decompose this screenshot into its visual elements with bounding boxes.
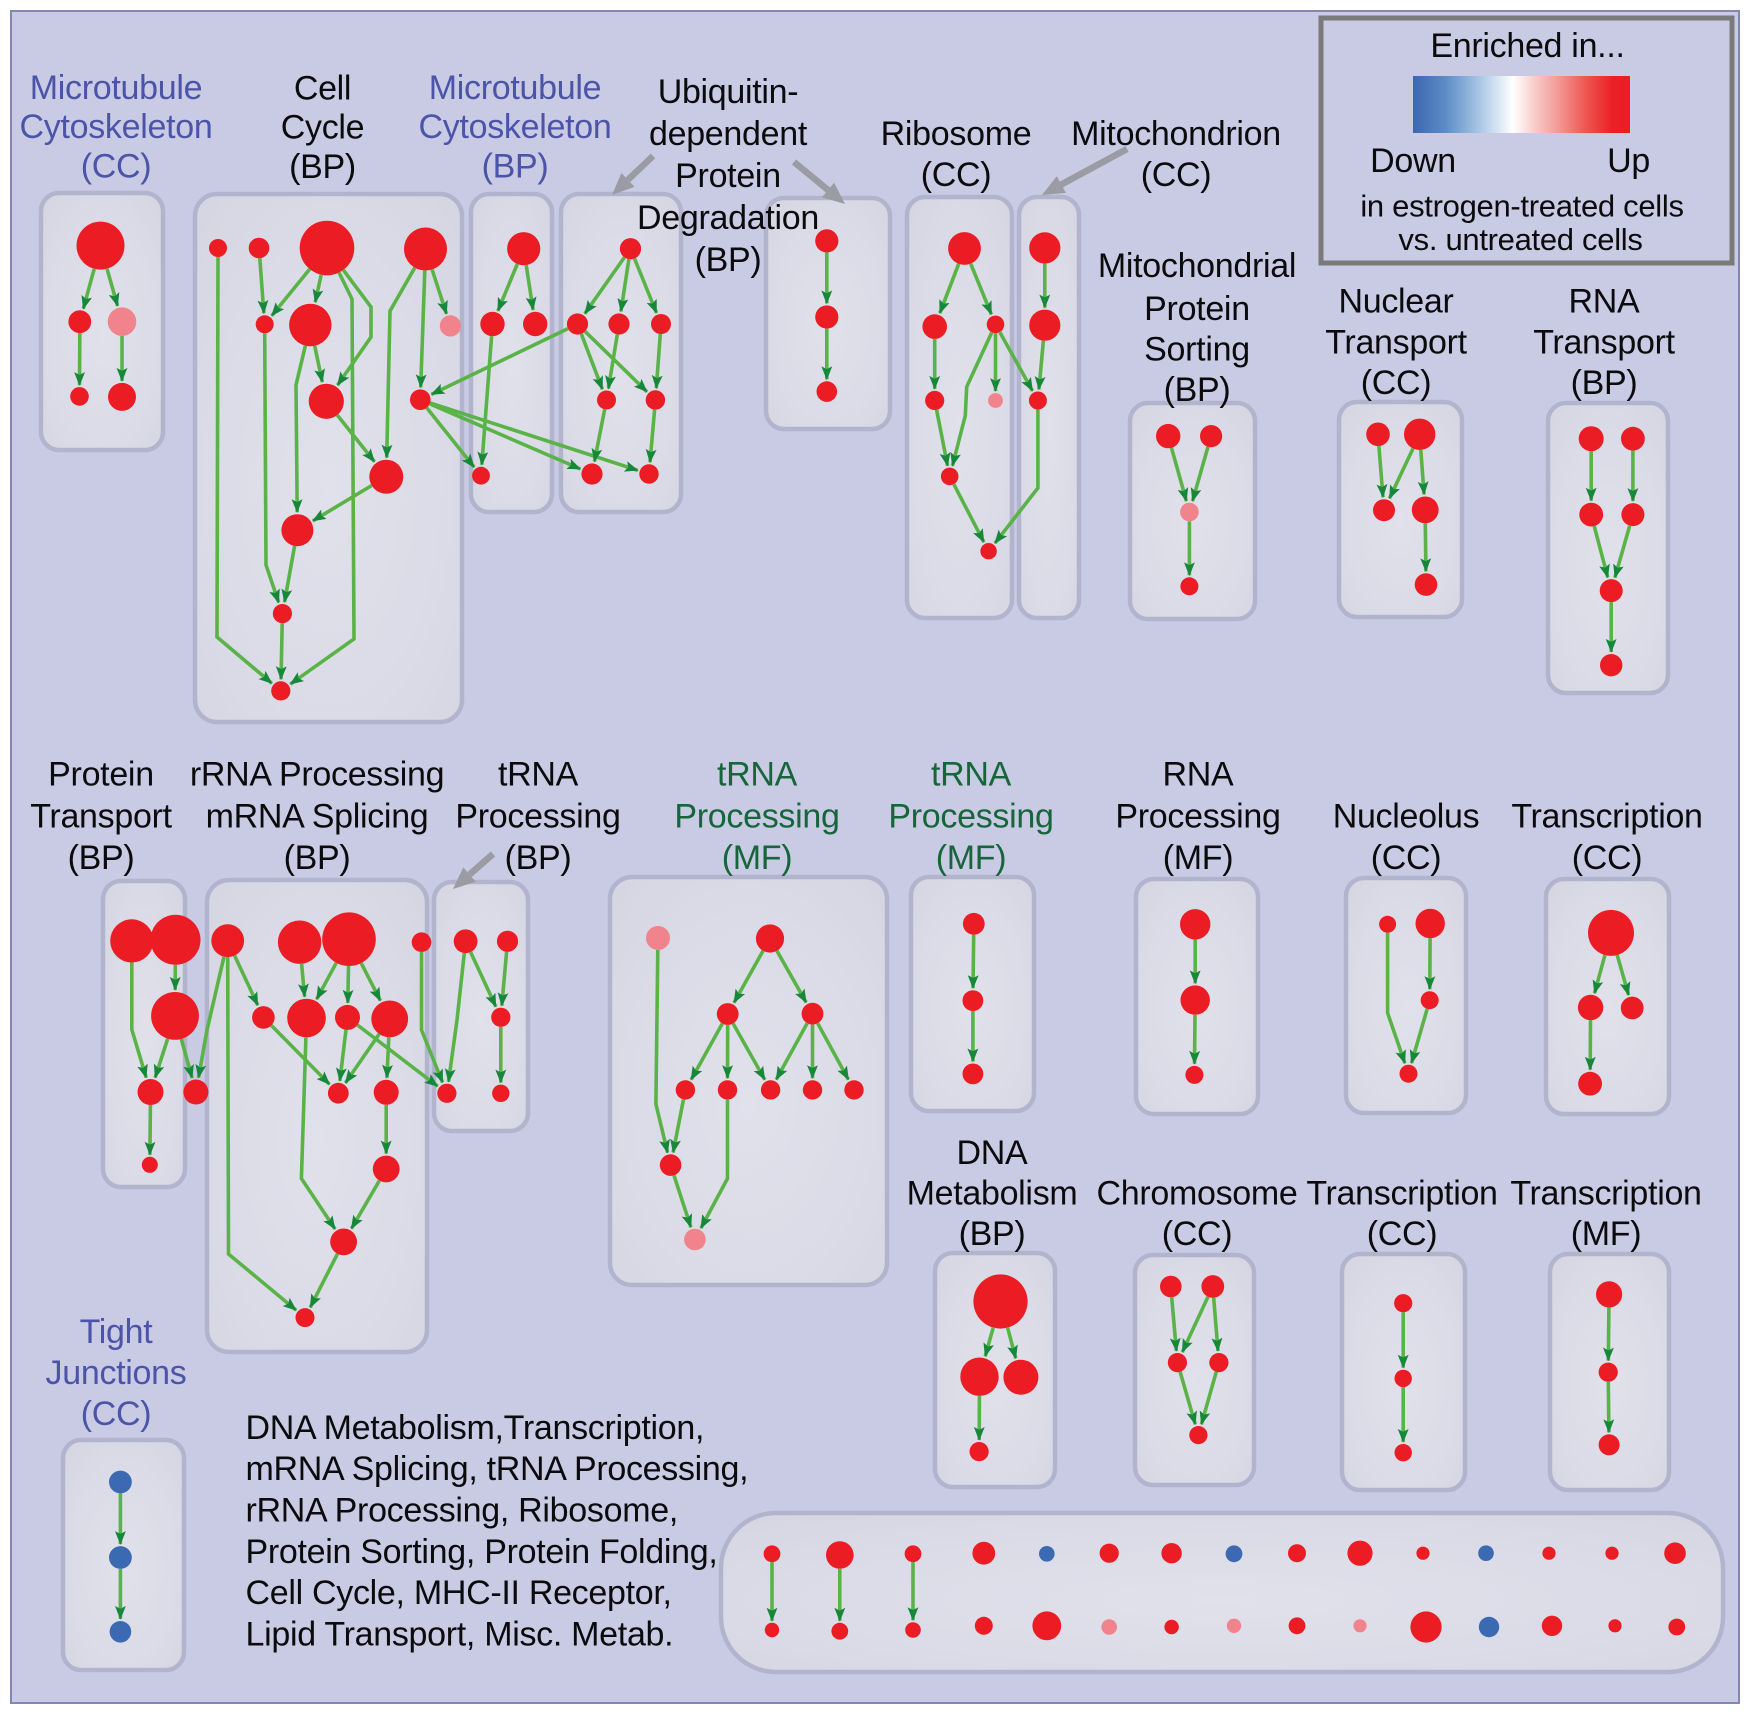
svg-text:Transport: Transport xyxy=(30,798,172,836)
svg-text:Transcription: Transcription xyxy=(1510,1175,1701,1213)
svg-text:Mitochondrial: Mitochondrial xyxy=(1098,247,1296,285)
svg-text:RNA: RNA xyxy=(1569,283,1641,321)
svg-text:Degradation: Degradation xyxy=(637,199,819,237)
svg-text:Processing: Processing xyxy=(888,798,1053,836)
svg-text:Metabolism: Metabolism xyxy=(907,1175,1078,1213)
svg-text:(BP): (BP) xyxy=(1164,371,1231,409)
svg-text:(BP): (BP) xyxy=(959,1215,1026,1253)
svg-text:Ribosome: Ribosome xyxy=(881,115,1032,153)
svg-text:Down: Down xyxy=(1370,142,1456,180)
svg-text:(CC): (CC) xyxy=(81,1395,152,1433)
svg-text:Sorting: Sorting xyxy=(1144,331,1250,369)
svg-text:Transcription: Transcription xyxy=(1306,1175,1497,1213)
svg-text:Microtubule: Microtubule xyxy=(30,69,202,107)
svg-text:Processing: Processing xyxy=(674,798,839,836)
svg-text:tRNA: tRNA xyxy=(931,756,1012,794)
svg-text:(MF): (MF) xyxy=(1571,1215,1642,1253)
svg-text:Transport: Transport xyxy=(1533,324,1675,362)
svg-text:(CC): (CC) xyxy=(1141,156,1212,194)
svg-text:Cycle: Cycle xyxy=(281,109,365,147)
svg-text:Nucleolus: Nucleolus xyxy=(1333,798,1480,836)
svg-text:Processing: Processing xyxy=(1115,798,1280,836)
svg-text:Tight: Tight xyxy=(80,1313,154,1351)
svg-text:(MF): (MF) xyxy=(1163,839,1234,877)
svg-text:Chromosome: Chromosome xyxy=(1096,1175,1297,1213)
svg-text:(CC): (CC) xyxy=(921,156,992,194)
svg-text:Cytoskeleton: Cytoskeleton xyxy=(419,108,612,146)
svg-text:(BP): (BP) xyxy=(695,241,762,279)
svg-text:(CC): (CC) xyxy=(1361,364,1432,402)
svg-text:Transcription: Transcription xyxy=(1511,798,1702,836)
svg-text:DNA Metabolism,Transcription,: DNA Metabolism,Transcription, xyxy=(246,1409,705,1447)
svg-text:in estrogen-treated cells: in estrogen-treated cells xyxy=(1360,188,1683,223)
svg-text:Protein: Protein xyxy=(48,756,154,794)
svg-text:(CC): (CC) xyxy=(1367,1215,1438,1253)
svg-text:Lipid Transport, Misc. Metab.: Lipid Transport, Misc. Metab. xyxy=(246,1616,674,1654)
svg-text:mRNA Splicing, tRNA Processing: mRNA Splicing, tRNA Processing, xyxy=(246,1450,749,1488)
svg-text:(BP): (BP) xyxy=(68,839,135,877)
svg-text:(BP): (BP) xyxy=(1571,364,1638,402)
svg-text:tRNA: tRNA xyxy=(717,756,798,794)
svg-text:(MF): (MF) xyxy=(722,839,793,877)
svg-text:(BP): (BP) xyxy=(482,148,549,186)
svg-text:Up: Up xyxy=(1607,142,1650,180)
svg-text:Cell: Cell xyxy=(294,70,351,108)
svg-text:dependent: dependent xyxy=(649,115,808,153)
svg-text:Mitochondrion: Mitochondrion xyxy=(1071,115,1281,153)
svg-text:Processing: Processing xyxy=(455,798,620,836)
svg-text:Cytoskeleton: Cytoskeleton xyxy=(20,108,213,146)
svg-text:Enriched in...: Enriched in... xyxy=(1430,27,1624,65)
svg-text:Microtubule: Microtubule xyxy=(429,69,601,107)
svg-text:(CC): (CC) xyxy=(1162,1215,1233,1253)
svg-text:(CC): (CC) xyxy=(81,148,152,186)
svg-text:DNA: DNA xyxy=(957,1134,1029,1172)
svg-text:Ubiquitin-: Ubiquitin- xyxy=(658,73,799,111)
svg-text:rRNA Processing, Ribosome,: rRNA Processing, Ribosome, xyxy=(246,1492,678,1530)
svg-text:Protein: Protein xyxy=(675,157,781,195)
svg-text:Junctions: Junctions xyxy=(46,1354,187,1392)
svg-text:(BP): (BP) xyxy=(284,839,351,877)
svg-text:RNA: RNA xyxy=(1163,756,1235,794)
svg-text:(CC): (CC) xyxy=(1371,839,1442,877)
svg-text:(BP): (BP) xyxy=(505,839,572,877)
svg-text:Transport: Transport xyxy=(1325,324,1467,362)
svg-text:Protein Sorting, Protein Foldi: Protein Sorting, Protein Folding, xyxy=(246,1533,718,1571)
svg-text:vs. untreated cells: vs. untreated cells xyxy=(1398,222,1642,257)
svg-text:mRNA Splicing: mRNA Splicing xyxy=(206,798,429,836)
svg-text:(CC): (CC) xyxy=(1572,839,1643,877)
svg-text:(MF): (MF) xyxy=(936,839,1007,877)
svg-text:Protein: Protein xyxy=(1144,290,1250,328)
svg-text:Cell Cycle, MHC-II Receptor,: Cell Cycle, MHC-II Receptor, xyxy=(246,1574,672,1612)
svg-text:tRNA: tRNA xyxy=(498,756,579,794)
svg-text:rRNA Processing: rRNA Processing xyxy=(190,756,444,794)
svg-text:(BP): (BP) xyxy=(289,148,356,186)
svg-text:Nuclear: Nuclear xyxy=(1338,283,1453,321)
